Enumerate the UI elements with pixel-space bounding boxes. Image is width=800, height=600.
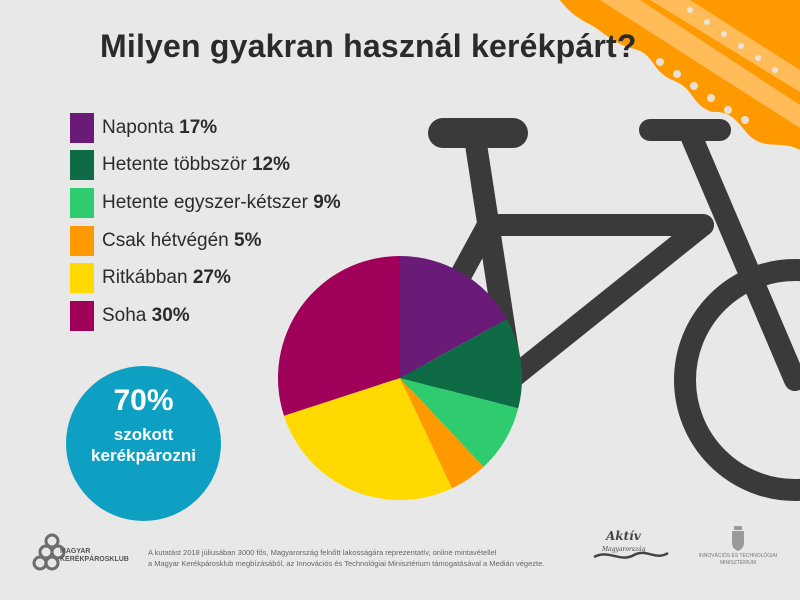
aktiv-magyarorszag-logo: Aktív Magyarország — [593, 529, 669, 559]
footer-line2: a Magyar Kerékpárosklub megbízásából, az… — [148, 559, 545, 568]
legend-label: Naponta — [102, 117, 174, 138]
legend-item-naponta: Naponta 17% — [70, 113, 390, 143]
legend-value: 30% — [151, 305, 190, 326]
legend-label: Hetente egyszer-kétszer — [102, 192, 308, 213]
kerekparosklub-logo-icon — [32, 533, 66, 571]
footer-note: A kutatást 2018 júliusában 3000 fős, Mag… — [148, 547, 588, 569]
ministry-logo: INNOVÁCIÓS ÉS TECHNOLÓGIAI MINISZTÉRIUM — [688, 525, 788, 577]
footer-line1: A kutatást 2018 júliusában 3000 fős, Mag… — [148, 548, 497, 557]
ministry-line1: INNOVÁCIÓS ÉS TECHNOLÓGIAI — [698, 553, 778, 559]
legend-text: Hetente többször 12% — [102, 154, 290, 176]
legend-label: Csak hétvégén — [102, 230, 229, 251]
badge-line1: szokott — [113, 425, 174, 444]
legend-swatch — [70, 263, 94, 293]
legend-item-csak-hetvegen: Csak hétvégén 5% — [70, 226, 390, 256]
legend-item-hetente-egyszer-ketszer: Hetente egyszer-kétszer 9% — [70, 188, 390, 218]
badge-text: szokott kerékpározni — [66, 424, 221, 466]
badge-value: 70% — [113, 384, 174, 417]
legend-item-soha: Soha 30% — [70, 301, 390, 331]
legend-text: Ritkábban 27% — [102, 267, 231, 289]
legend-label: Soha — [102, 305, 147, 326]
aktiv-text: Aktív — [605, 529, 642, 543]
logo-line2: KERÉKPÁROSKLUB — [60, 556, 129, 563]
legend-value: 9% — [313, 192, 341, 213]
aktiv-subtext: Magyarország — [601, 546, 646, 553]
chart-title: Milyen gyakran használ kerékpárt? — [100, 28, 637, 64]
legend-value: 5% — [234, 230, 262, 251]
legend-item-ritkabban: Ritkábban 27% — [70, 263, 390, 293]
legend-text: Csak hétvégén 5% — [102, 230, 262, 252]
bicycle-graphic — [394, 127, 800, 501]
ministry-text: INNOVÁCIÓS ÉS TECHNOLÓGIAI MINISZTÉRIUM — [688, 553, 788, 567]
ministry-line2: MINISZTÉRIUM — [719, 560, 757, 566]
legend-swatch — [70, 150, 94, 180]
legend-text: Naponta 17% — [102, 117, 217, 139]
legend-swatch — [70, 188, 94, 218]
kerekparosklub-logo-text: MAGYAR KERÉKPÁROSKLUB — [60, 548, 140, 564]
legend-value: 27% — [192, 267, 231, 288]
logo-line1: MAGYAR — [60, 548, 91, 555]
legend-text: Hetente egyszer-kétszer 9% — [102, 192, 341, 214]
legend-value: 12% — [251, 154, 291, 175]
summary-badge: 70% szokott kerékpározni — [66, 366, 221, 521]
legend-swatch — [70, 113, 94, 143]
tire-splash-graphic — [560, 0, 800, 150]
coat-of-arms-icon — [732, 526, 744, 551]
legend-value: 17% — [179, 117, 218, 138]
legend-swatch — [70, 301, 94, 331]
legend-swatch — [70, 226, 94, 256]
legend-label: Hetente többször — [102, 154, 247, 175]
legend-item-hetente-tobbszor: Hetente többször 12% — [70, 150, 390, 180]
legend-label: Ritkábban — [102, 267, 188, 288]
badge-line2: kerékpározni — [91, 446, 196, 465]
legend-text: Soha 30% — [102, 305, 190, 327]
